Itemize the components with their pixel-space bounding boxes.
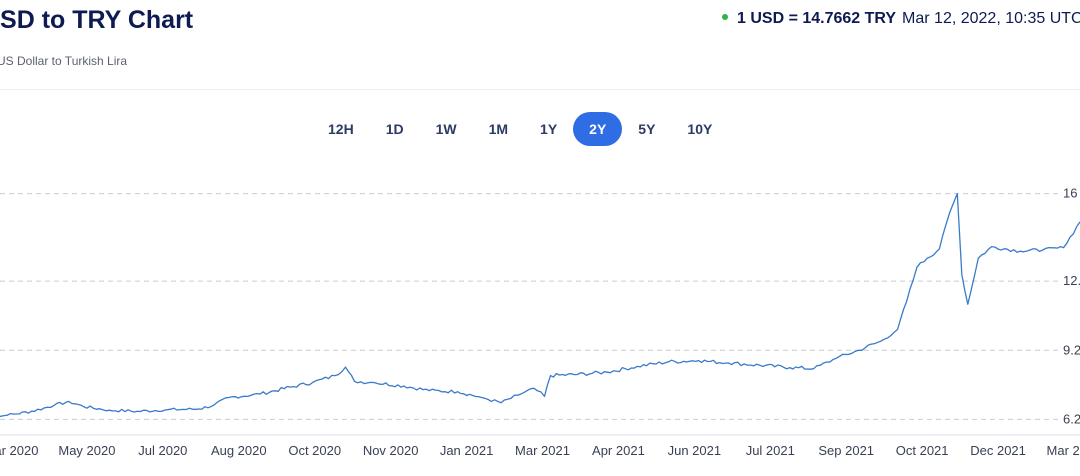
x-tick-label: Oct 2020	[288, 443, 341, 458]
data-point	[480, 396, 484, 400]
data-point	[1041, 248, 1045, 252]
chart-series	[0, 192, 1080, 418]
time-range-selector: 12H 1D 1W 1M 1Y 2Y 5Y 10Y	[312, 112, 728, 146]
data-point	[697, 359, 701, 363]
x-tick-label: Mar 2022	[1047, 443, 1080, 458]
data-point	[915, 265, 919, 269]
x-tick-label: Jun 2021	[668, 443, 722, 458]
data-point	[788, 366, 792, 370]
data-point	[960, 272, 964, 276]
data-point	[548, 374, 552, 378]
range-button-1m[interactable]: 1M	[473, 112, 524, 146]
x-tick-label: Mar 2021	[515, 443, 570, 458]
data-point	[758, 363, 762, 367]
data-point	[575, 372, 579, 376]
data-point	[402, 384, 406, 388]
x-tick-label: Oct 2021	[896, 443, 949, 458]
x-tick-label: Apr 2021	[592, 443, 645, 458]
data-point	[879, 339, 883, 343]
data-point	[372, 381, 376, 385]
data-point	[344, 365, 348, 369]
data-point	[227, 396, 231, 400]
data-point	[857, 348, 861, 352]
data-point	[904, 300, 908, 304]
data-point	[456, 390, 460, 394]
data-point	[532, 386, 536, 390]
range-button-10y[interactable]: 10Y	[671, 112, 728, 146]
data-point	[976, 256, 980, 260]
page-subtitle: US Dollar to Turkish Lira	[0, 54, 128, 68]
live-status-dot-icon	[722, 14, 728, 20]
data-point	[1018, 249, 1022, 253]
data-point	[258, 392, 262, 396]
data-point	[136, 409, 140, 413]
live-quote: 1 USD = 14.7662 TRY Mar 12, 2022, 10:35 U…	[722, 10, 1080, 28]
range-button-2y[interactable]: 2Y	[573, 112, 623, 146]
data-point	[925, 256, 929, 260]
data-point	[352, 379, 356, 383]
range-button-12h[interactable]: 12H	[312, 112, 370, 146]
data-point	[82, 405, 86, 409]
x-tick-label: May 2020	[58, 443, 115, 458]
data-point	[212, 403, 216, 407]
data-point	[667, 360, 671, 364]
page-title: USD to TRY Chart	[0, 6, 194, 34]
range-button-1y[interactable]: 1Y	[524, 112, 573, 146]
data-point	[542, 394, 546, 398]
data-point	[67, 399, 71, 403]
usd-try-line[interactable]	[0, 192, 1080, 418]
data-point	[955, 192, 959, 196]
x-tick-label: Jan 2021	[440, 443, 494, 458]
x-tick-label: Jul 2021	[746, 443, 795, 458]
chart-grid	[0, 193, 1080, 436]
data-point	[29, 409, 33, 413]
exchange-rate: 1 USD = 14.7662 TRY	[737, 10, 897, 27]
y-axis-labels: 6.2 9.2 12.2 16	[1063, 186, 1080, 427]
range-button-5y[interactable]: 5Y	[622, 112, 671, 146]
data-point	[966, 302, 970, 306]
x-tick-label: Dec 2021	[970, 443, 1026, 458]
quote-timestamp: Mar 12, 2022, 10:35 UTC	[902, 10, 1080, 27]
data-point	[812, 367, 816, 371]
x-tick-label: Jul 2020	[138, 443, 187, 458]
data-point	[5, 413, 9, 417]
data-point	[896, 328, 900, 332]
data-point	[990, 245, 994, 249]
data-point	[288, 385, 292, 389]
data-point	[499, 401, 503, 405]
data-point	[516, 393, 520, 397]
data-point	[635, 364, 639, 368]
data-point	[311, 381, 315, 385]
y-tick-label: 16	[1063, 186, 1077, 201]
header-divider	[0, 89, 1080, 90]
data-point	[1062, 246, 1066, 250]
data-point	[948, 210, 952, 214]
data-point	[333, 374, 337, 378]
data-point	[166, 408, 170, 412]
y-tick-label: 12.2	[1063, 273, 1080, 288]
x-axis-labels: Mar 2020 May 2020 Jul 2020 Aug 2020 Oct 2020…	[0, 443, 1080, 458]
x-tick-label: Mar 2020	[0, 443, 38, 458]
data-point	[197, 407, 201, 411]
data-point	[834, 356, 838, 360]
data-point	[605, 370, 609, 374]
data-point	[427, 389, 431, 393]
range-button-1w[interactable]: 1W	[420, 112, 473, 146]
data-point	[937, 247, 941, 251]
y-tick-label: 6.2	[1063, 411, 1080, 426]
range-button-1d[interactable]: 1D	[370, 112, 420, 146]
y-tick-label: 9.2	[1063, 342, 1080, 357]
x-tick-label: Aug 2020	[211, 443, 267, 458]
x-tick-label: Sep 2021	[818, 443, 874, 458]
data-point	[107, 408, 111, 412]
data-point	[52, 404, 56, 408]
x-tick-label: Nov 2020	[363, 443, 419, 458]
data-point	[726, 361, 730, 365]
